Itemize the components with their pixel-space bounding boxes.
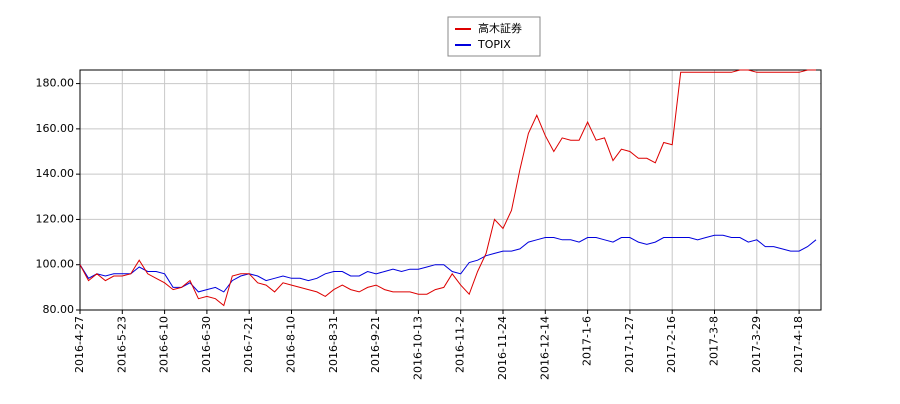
x-tick-label: 2017-2-16 — [665, 316, 678, 373]
legend-label: 高木証券 — [478, 21, 522, 35]
y-tick-label: 140.00 — [36, 167, 75, 180]
line-series — [79, 69, 816, 307]
x-tick-label: 2016-10-13 — [411, 316, 424, 380]
y-tick-label: 120.00 — [36, 212, 75, 225]
x-tick-label: 2017-1-27 — [623, 316, 636, 373]
x-tick-label: 2017-1-6 — [581, 316, 594, 366]
y-tick-label: 100.00 — [36, 258, 75, 271]
x-tick-label: 2016-11-24 — [496, 316, 509, 380]
x-tick-label: 2016-7-21 — [242, 316, 255, 373]
x-tick-label: 2016-6-30 — [200, 316, 213, 373]
x-tick-label: 2016-11-2 — [454, 316, 467, 373]
plot-frame — [79, 69, 822, 311]
x-tick-label: 2016-8-31 — [327, 316, 340, 373]
y-tick-label: 180.00 — [36, 77, 75, 90]
x-tick-label: 2017-3-29 — [750, 316, 763, 373]
line-series — [79, 234, 817, 293]
x-tick-label: 2016-6-10 — [158, 316, 171, 373]
x-tick-label: 2016-8-10 — [285, 316, 298, 373]
legend-label: TOPIX — [477, 38, 511, 51]
x-tick-label: 2016-12-14 — [538, 316, 551, 380]
x-tick-label: 2017-3-8 — [708, 316, 721, 366]
x-tick-label: 2016-4-27 — [73, 316, 86, 373]
y-tick-label: 160.00 — [36, 122, 75, 135]
x-tick-label: 2016-9-21 — [369, 316, 382, 373]
x-tick-label: 2017-4-18 — [792, 316, 805, 373]
x-tick-label: 2016-5-23 — [115, 316, 128, 373]
legend-box — [447, 16, 541, 57]
y-tick-label: 80.00 — [43, 303, 75, 316]
